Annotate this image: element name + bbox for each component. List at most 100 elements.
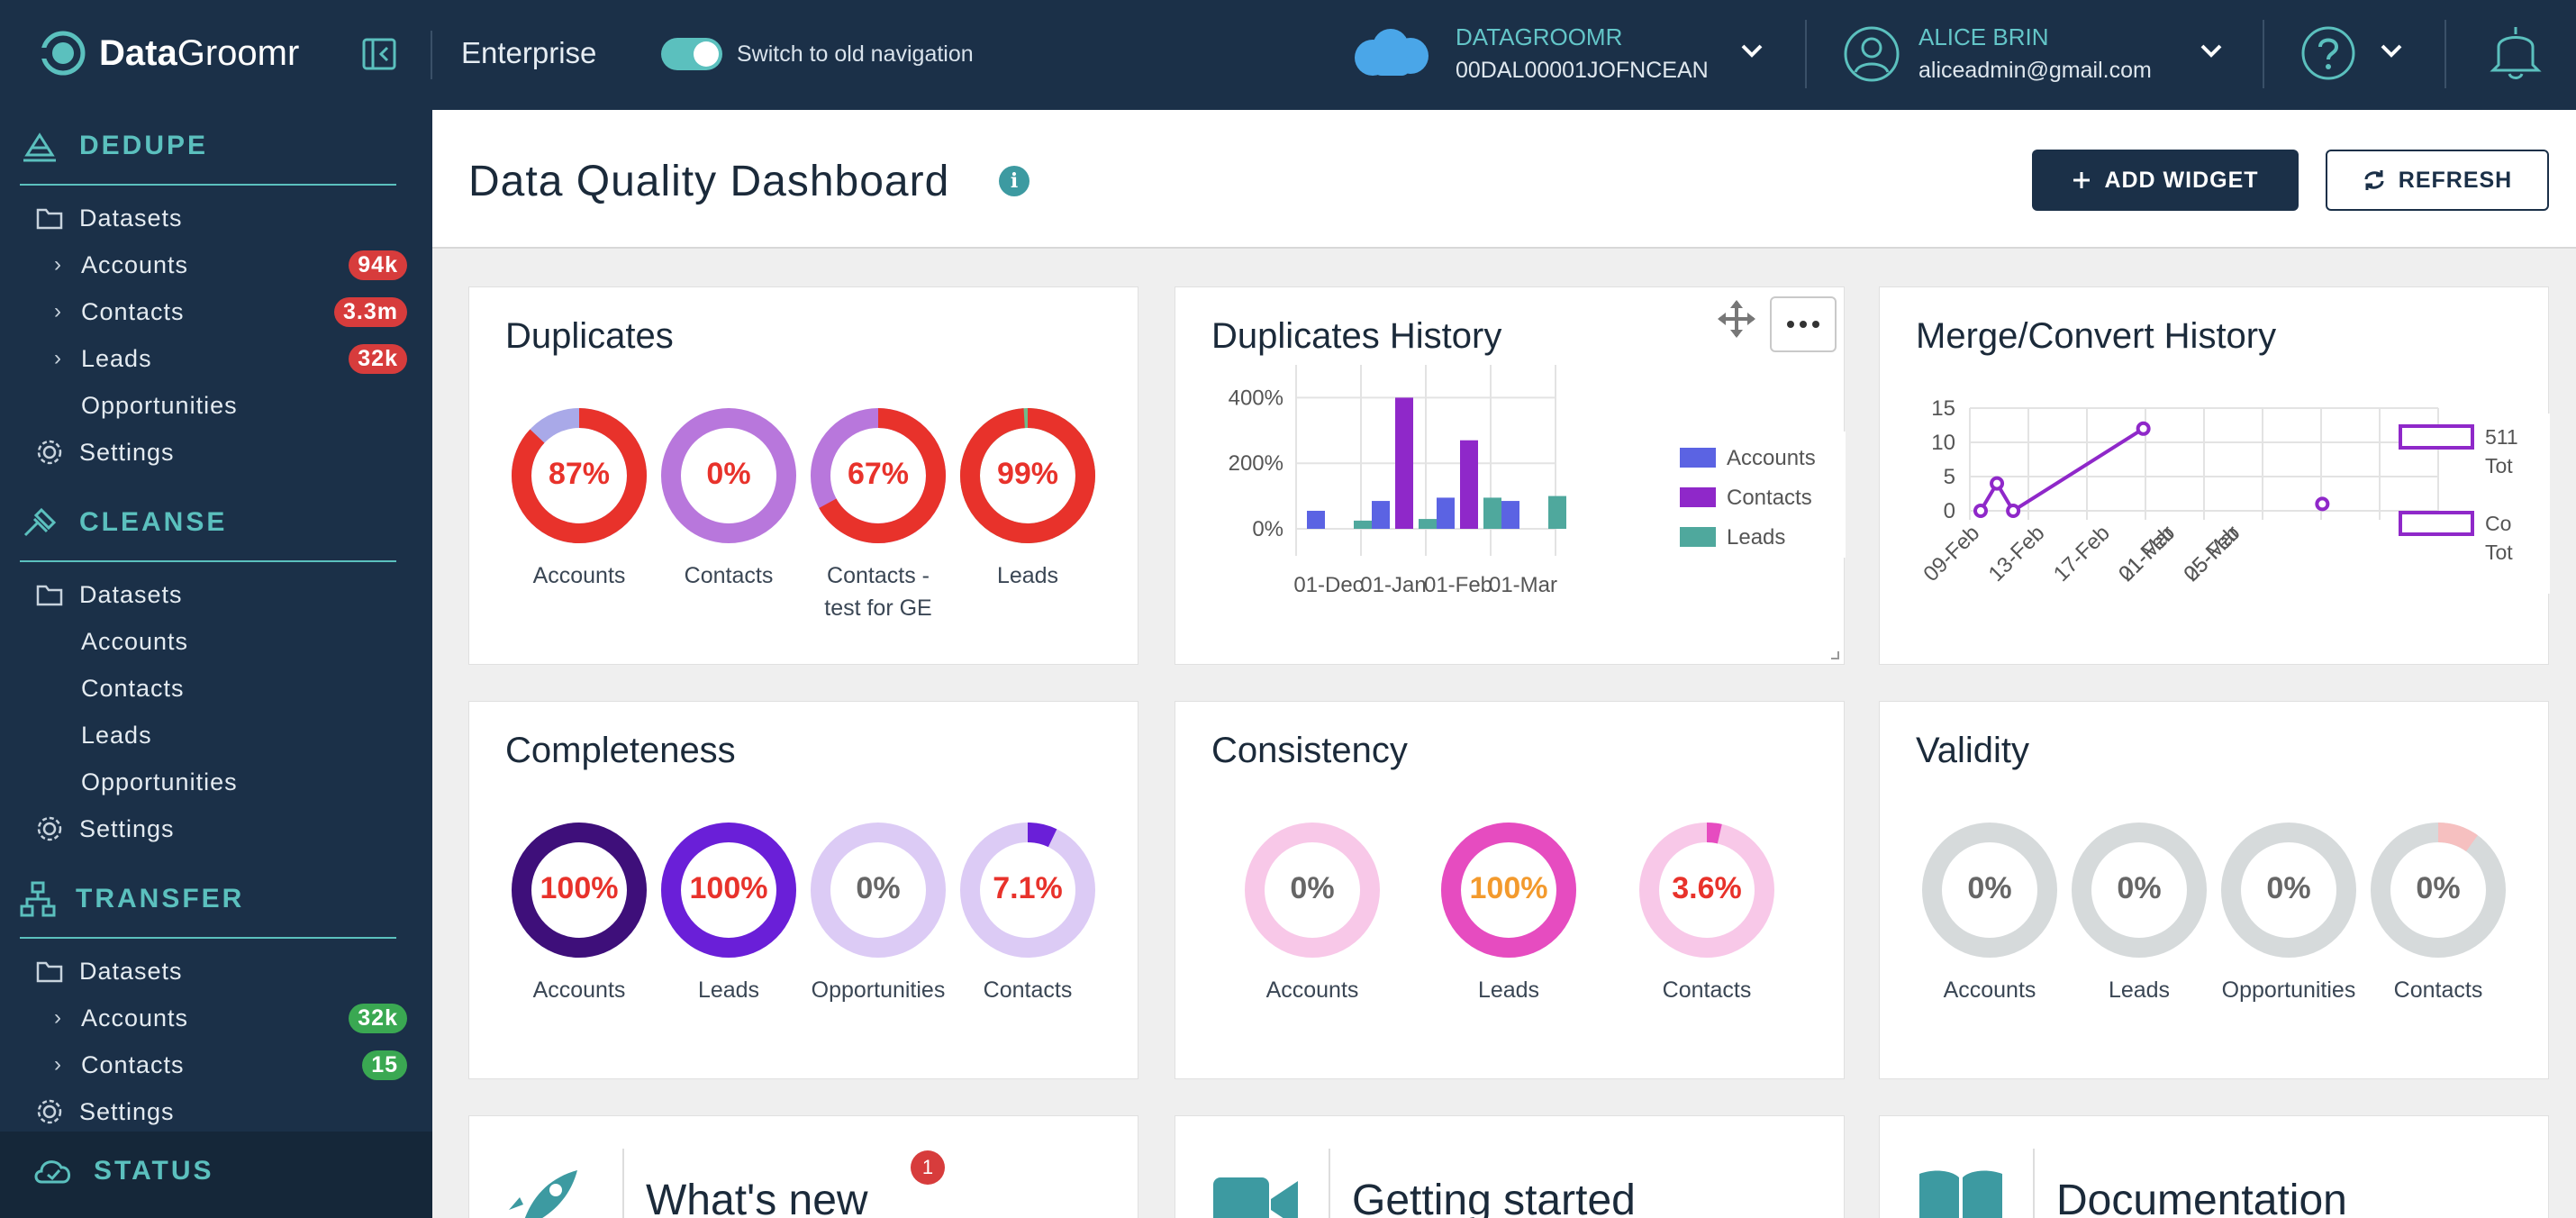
info-icon[interactable]: i (999, 166, 1029, 196)
sidebar-item-settings[interactable]: Settings (36, 432, 407, 472)
y-tick-label: 0 (1944, 499, 1955, 523)
section-transfer[interactable]: TRANSFER (20, 881, 244, 917)
bar-accounts[interactable] (1307, 510, 1325, 529)
sidebar-item-contacts[interactable]: › Contacts 15 (54, 1045, 407, 1085)
legend-swatch (2399, 424, 2474, 450)
donut-percent: 0% (2416, 871, 2461, 905)
sidebar-item-label: Accounts (81, 627, 189, 655)
sidebar-item-leads[interactable]: Leads (81, 715, 407, 755)
help-icon[interactable] (2300, 25, 2356, 81)
bar-leads[interactable] (1419, 519, 1437, 529)
sidebar-item-label: Settings (79, 1097, 175, 1125)
card-title: Consistency (1211, 731, 1408, 770)
legend-label: Accounts (1727, 446, 1816, 470)
collapse-sidebar-icon[interactable] (362, 38, 396, 70)
sidebar-item-datasets[interactable]: Datasets (36, 198, 407, 238)
legend-label: Contacts (1727, 486, 1812, 510)
sidebar-item-contacts[interactable]: Contacts (81, 668, 407, 708)
divider (2444, 20, 2446, 88)
resize-handle-icon[interactable] (1829, 650, 1840, 660)
x-tick-label: 17-Feb (2049, 521, 2115, 586)
donut-track (1922, 823, 2057, 958)
bar-leads[interactable] (1548, 495, 1566, 529)
merge-convert-history-card: Merge/Convert History 15 10 5 0 09-Feb 13-Feb… (1879, 286, 2550, 665)
sidebar-item-opportunities[interactable]: Opportunities (81, 386, 407, 425)
sidebar-item-datasets[interactable]: Datasets (36, 575, 407, 614)
sidebar-item-label: Contacts (81, 674, 185, 702)
sidebar-item-contacts[interactable]: › Contacts 3.3m (54, 292, 407, 332)
donut-label: Contacts (2393, 977, 2483, 1003)
card-title: Getting started (1352, 1177, 1636, 1218)
donut-fill (811, 408, 946, 543)
section-cleanse[interactable]: CLEANSE (20, 504, 227, 541)
sidebar-item-accounts[interactable]: › Accounts 32k (54, 998, 407, 1038)
sidebar-item-settings[interactable]: Settings (36, 809, 407, 849)
bar-leads[interactable] (1354, 520, 1372, 529)
legend-swatch (1680, 448, 1716, 468)
x-tick-label: 01-Mar (1489, 573, 1557, 597)
sidebar-item-label: Settings (79, 438, 175, 466)
donut-chart (2371, 823, 2506, 958)
donut-chart (2072, 823, 2207, 958)
data-point[interactable] (2315, 496, 2330, 512)
donut-fill (661, 823, 796, 958)
donut-fill (512, 823, 647, 958)
chevron-right-icon: › (54, 346, 62, 370)
data-point[interactable] (1990, 476, 2005, 491)
data-point[interactable] (1973, 504, 1988, 518)
sidebar-item-accounts[interactable]: › Accounts 94k (54, 245, 407, 285)
bar-accounts[interactable] (1437, 497, 1455, 529)
donut-label: Leads (996, 563, 1059, 588)
section-status[interactable]: STATUS (32, 1153, 214, 1189)
chevron-right-icon: › (54, 299, 62, 323)
toggle-label: Switch to old navigation (737, 41, 974, 67)
sidebar-item-leads[interactable]: › Leads 32k (54, 339, 407, 378)
add-widget-button[interactable]: ADD WIDGET (2032, 150, 2299, 211)
bar-leads[interactable] (1483, 497, 1501, 529)
status-bar[interactable]: STATUS (0, 1132, 432, 1218)
legend-swatch (2399, 511, 2474, 536)
notification-badge: 1 (911, 1150, 945, 1185)
old-navigation-toggle[interactable] (661, 38, 722, 70)
logo[interactable]: DataGroomr (40, 25, 299, 81)
donut-highlight (2371, 823, 2506, 958)
user-avatar-icon[interactable] (1843, 25, 1900, 83)
data-point[interactable] (2006, 504, 2021, 518)
bar-accounts[interactable] (1372, 501, 1390, 529)
section-dedupe[interactable]: DEDUPE (20, 128, 208, 164)
donut-chart (811, 823, 946, 958)
donut-label: Contacts - test for GE (824, 563, 932, 621)
user-chevron-down-icon[interactable] (2200, 43, 2223, 59)
bar-accounts[interactable] (1501, 501, 1519, 529)
sidebar-item-datasets[interactable]: Datasets (36, 951, 407, 991)
section-divider (20, 560, 396, 562)
getting-started-card[interactable]: Getting started (1175, 1115, 1845, 1218)
section-divider (20, 937, 396, 939)
donut-chart (512, 408, 647, 543)
documentation-card[interactable]: Documentation (1879, 1115, 2549, 1218)
user-name: ALICE BRIN (1918, 23, 2049, 50)
donut-label: Accounts (532, 563, 626, 588)
sidebar-item-opportunities[interactable]: Opportunities (81, 762, 407, 802)
divider (622, 1149, 624, 1218)
whats-new-card[interactable]: What's new 1 (468, 1115, 1138, 1218)
donut-percent: 0% (1290, 871, 1335, 905)
bar-contacts[interactable] (1395, 397, 1413, 529)
help-chevron-down-icon[interactable] (2380, 43, 2403, 59)
bar-contacts[interactable] (1460, 440, 1478, 529)
sidebar-item-settings[interactable]: Settings (36, 1092, 407, 1132)
move-icon[interactable] (1716, 298, 1757, 340)
count-badge: 32k (349, 1003, 407, 1033)
more-options-button[interactable] (1770, 296, 1837, 352)
notifications-bell-icon[interactable] (2490, 22, 2542, 81)
donut-label: Opportunities (2221, 977, 2356, 1003)
y-tick-label: 0% (1252, 517, 1283, 541)
folder-icon (36, 585, 63, 606)
data-point[interactable] (2136, 421, 2151, 436)
refresh-button[interactable]: REFRESH (2326, 150, 2549, 211)
donut-percent: 100% (540, 871, 619, 905)
sidebar-item-accounts[interactable]: Accounts (81, 622, 407, 661)
org-chevron-down-icon[interactable] (1740, 43, 1764, 59)
